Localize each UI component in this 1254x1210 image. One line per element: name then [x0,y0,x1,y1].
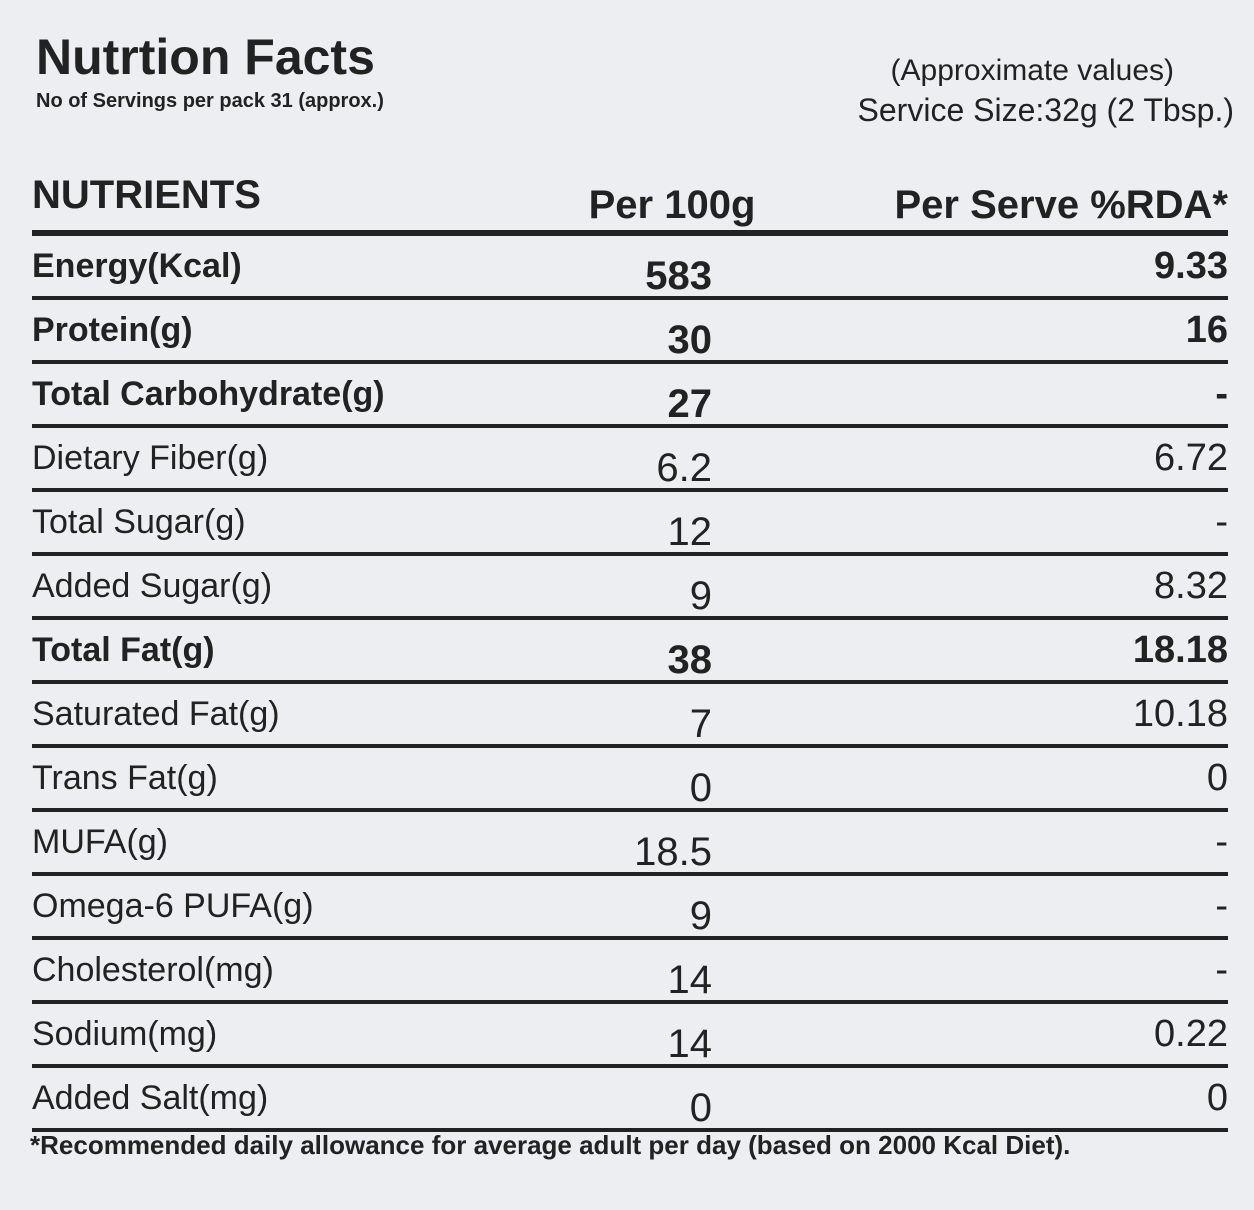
nutrient-row: Energy(Kcal) 583 9.33 [32,236,1228,300]
nutrient-name: Saturated Fat(g) [32,694,280,733]
per-100g: 14 [667,1021,713,1066]
rda: 8.32 [1154,564,1228,607]
per-100g: 27 [667,381,713,426]
rda: 18.18 [1132,628,1228,671]
nutrient-row: Cholesterol(mg) 14 - [32,940,1228,1004]
rda: 9.33 [1154,244,1228,287]
per-100g: 30 [667,317,713,362]
nutrient-row: Omega-6 PUFA(g) 9 - [32,876,1228,940]
per-100g: 9 [689,573,712,618]
nutrient-name: Total Fat(g) [32,630,215,669]
rda: - [1215,948,1228,991]
nutrient-row: Total Carbohydrate(g) 27 - [32,364,1228,428]
footnote: *Recommended daily allowance for average… [30,1130,1071,1160]
nutrient-name: Sodium(mg) [32,1014,218,1053]
nutrient-row: Dietary Fiber(g) 6.2 6.72 [32,428,1228,492]
nutrition-table: NUTRIENTS Per 100g Per Serve %RDA* Energy(K… [32,160,1228,1132]
per-100g: 38 [667,637,713,682]
nutrient-row: Protein(g) 30 16 [32,300,1228,364]
per-100g: 6.2 [656,445,712,490]
per-100g: 0 [689,1085,712,1130]
nutrient-name: Added Sugar(g) [32,566,273,605]
rda: 0 [1206,1076,1228,1119]
nutrient-name: Omega-6 PUFA(g) [32,886,314,925]
header-row: NUTRIENTS Per 100g Per Serve %RDA* [32,160,1228,236]
rda: 16 [1185,308,1228,351]
nutrient-row: Trans Fat(g) 0 0 [32,748,1228,812]
rda: - [1215,884,1228,927]
per-100g: 583 [645,253,712,298]
nutrient-row: Saturated Fat(g) 7 10.18 [32,684,1228,748]
nutrient-row: Total Fat(g) 38 18.18 [32,620,1228,684]
nutrient-row: MUFA(g) 18.5 - [32,812,1228,876]
rda: 0.22 [1154,1012,1228,1055]
rda: 0 [1206,756,1228,799]
column-header: Per Serve %RDA* [894,182,1229,227]
rda: - [1215,820,1228,863]
nutrient-row: Added Sugar(g) 9 8.32 [32,556,1228,620]
servings: No of Servings per pack 31 (approx.) [36,90,384,112]
title: Nutrtion Facts [36,29,375,85]
per-100g: 7 [689,701,712,746]
nutrient-name: Total Sugar(g) [32,502,246,541]
note: (Approximate values) [890,54,1174,87]
per-100g: 18.5 [634,829,712,874]
nutrient-name: MUFA(g) [32,822,168,861]
nutrient-name: Total Carbohydrate(g) [32,374,385,413]
nutrient-name: Protein(g) [32,310,193,349]
per-100g: 12 [667,509,713,554]
rda: 10.18 [1132,692,1228,735]
per-100g: 0 [689,765,712,810]
nutrient-name: Added Salt(mg) [32,1078,269,1117]
nutrient-row: Sodium(mg) 14 0.22 [32,1004,1228,1068]
column-header: NUTRIENTS [32,172,261,217]
column-header: Per 100g [588,182,756,227]
per-100g: 14 [667,957,713,1002]
nutrient-name: Dietary Fiber(g) [32,438,269,477]
nutrient-row: Total Sugar(g) 12 - [32,492,1228,556]
rda: - [1215,372,1228,415]
nutrient-name: Trans Fat(g) [32,758,218,797]
rda: 6.72 [1154,436,1228,479]
nutrient-name: Energy(Kcal) [32,246,242,285]
nutrient-name: Cholesterol(mg) [32,950,274,989]
per-100g: 9 [689,893,712,938]
rda: - [1215,500,1228,543]
nutrient-row: Added Salt(mg) 0 0 [32,1068,1228,1132]
serving-size: Service Size:32g (2 Tbsp.) [857,92,1234,128]
